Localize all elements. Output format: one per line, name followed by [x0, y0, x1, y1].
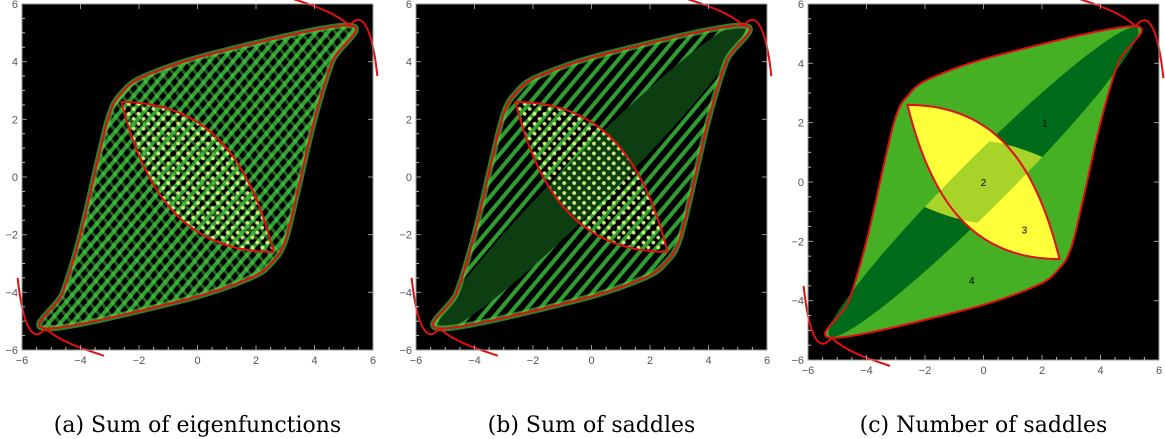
- y-tick-label: 4: [406, 57, 412, 69]
- caustic-tail: [687, 0, 745, 27]
- caustic-tail: [438, 327, 499, 357]
- panel-caption: (a) Sum of eigenfunctions: [54, 413, 341, 438]
- caustic-tail: [830, 337, 891, 367]
- x-tick-label: −4: [468, 355, 481, 367]
- x-tick-label: 4: [1097, 365, 1103, 377]
- region-label: 3: [1022, 225, 1028, 236]
- x-tick-label: 0: [194, 355, 200, 367]
- x-tick-label: 4: [705, 355, 711, 367]
- y-tick-label: 4: [12, 57, 18, 69]
- x-tick-label: 0: [980, 365, 986, 377]
- caustic-tail: [1134, 19, 1165, 79]
- x-tick-label: 6: [370, 355, 376, 367]
- y-tick-label: −4: [5, 287, 18, 299]
- x-tick-label: −6: [802, 365, 815, 377]
- x-tick-label: 4: [311, 355, 317, 367]
- caustic-tail: [1079, 0, 1137, 27]
- x-tick-label: −2: [527, 355, 540, 367]
- y-tick-label: 2: [406, 114, 412, 126]
- x-tick-label: 0: [588, 355, 594, 367]
- lens-bright-spots: [121, 102, 274, 252]
- axes-frame: −6 −4 −2 0 2 4 6 −6 −4 −2 0 2 4 6: [399, 0, 770, 367]
- caustic-tail: [742, 18, 773, 77]
- x-tick-label: −6: [16, 355, 29, 367]
- y-tick-label: −2: [5, 230, 18, 242]
- region-label: 4: [969, 276, 975, 287]
- y-tick-label: −2: [399, 230, 412, 242]
- y-tick-label: −4: [399, 287, 412, 299]
- panel-caption: (c) Number of saddles: [860, 413, 1108, 438]
- y-tick-label: 2: [12, 114, 18, 126]
- region-label: 2: [981, 178, 987, 189]
- y-tick-label: 0: [12, 172, 18, 184]
- caustic-tail: [410, 277, 441, 336]
- x-tick-label: 6: [764, 355, 770, 367]
- caustic-tail: [348, 18, 379, 77]
- lens-bright-spots: [515, 102, 668, 252]
- y-tick-label: −2: [791, 236, 804, 248]
- x-tick-label: −2: [919, 365, 932, 377]
- y-tick-label: 0: [798, 177, 804, 189]
- inner-caustic-line: [906, 103, 1061, 261]
- y-tick-label: −4: [791, 296, 804, 308]
- axes-frame: −6 −4 −2 0 2 4 6 −6 −4 −2 0 2 4 6: [791, 0, 1162, 377]
- x-tick-label: −2: [133, 355, 146, 367]
- y-tick-label: 6: [12, 0, 18, 11]
- y-tick-label: 2: [798, 118, 804, 130]
- axes-frame: −6 −4 −2 0 2 4 6 −6 −4 −2 0 2 4 6: [5, 0, 376, 367]
- inner-caustic-line: [514, 101, 669, 253]
- caustic-tail: [802, 285, 833, 345]
- x-tick-label: 6: [1156, 365, 1162, 377]
- x-tick-label: 2: [253, 355, 259, 367]
- caustic-tail: [293, 0, 351, 27]
- x-tick-label: −4: [860, 365, 873, 377]
- region-label: 1: [1042, 119, 1048, 130]
- y-tick-label: 0: [406, 172, 412, 184]
- inner-caustic-line: [120, 101, 275, 253]
- panel-b: [410, 0, 773, 357]
- x-tick-label: 2: [647, 355, 653, 367]
- x-tick-label: −4: [74, 355, 87, 367]
- panel-caption: (b) Sum of saddles: [488, 413, 696, 438]
- panel-c: 1 2 3 4: [802, 0, 1165, 367]
- y-tick-label: 6: [798, 0, 804, 11]
- y-tick-label: 6: [406, 0, 412, 11]
- y-tick-label: −6: [791, 355, 804, 367]
- y-tick-label: −6: [399, 345, 412, 357]
- x-tick-label: 2: [1039, 365, 1045, 377]
- caustic-tail: [44, 327, 105, 357]
- y-tick-label: 4: [798, 58, 804, 70]
- caustic-tail: [16, 277, 47, 336]
- panel-a: [16, 0, 379, 357]
- x-tick-label: −6: [410, 355, 423, 367]
- y-tick-label: −6: [5, 345, 18, 357]
